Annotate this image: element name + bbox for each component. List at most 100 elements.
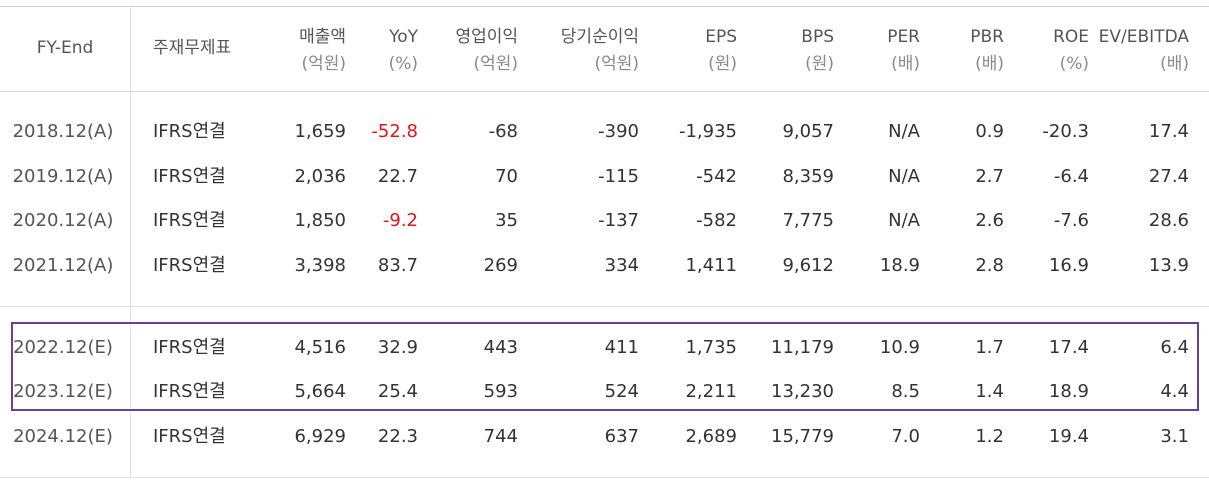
cell-eps: -1,935: [678, 121, 737, 142]
cell-eps: -582: [696, 210, 737, 231]
cell-yoy: 25.4: [377, 381, 418, 402]
header-revenue: 매출액 (억원): [299, 27, 346, 74]
cell-revenue: 3,398: [294, 255, 346, 276]
cell-net-income: 334: [604, 255, 639, 276]
cell-bps: 9,612: [782, 255, 834, 276]
cell-operating-profit: -68: [488, 121, 518, 142]
header-roe: ROE (%): [1053, 27, 1089, 74]
header-fy-end: FY-End: [36, 38, 94, 58]
header-per: PER (배): [887, 27, 920, 74]
cell-pbr: 1.4: [975, 381, 1004, 402]
cell-operating-profit: 269: [483, 255, 518, 276]
cell-bps: 9,057: [782, 121, 834, 142]
cell-pbr: 2.7: [975, 166, 1004, 187]
cell-per: N/A: [888, 210, 920, 231]
header-pbr: PBR (배): [970, 27, 1004, 74]
cell-net-income: 524: [604, 381, 639, 402]
table-row: 2020.12(A) IFRS연결 1,850 -9.2 35 -137 -582 7,775…: [0, 199, 1209, 243]
cell-ev-ebitda: 27.4: [1148, 166, 1189, 187]
cell-roe: -7.6: [1053, 210, 1089, 231]
cell-yoy: -9.2: [382, 210, 418, 231]
cell-pbr: 1.2: [975, 426, 1004, 447]
cell-roe: -20.3: [1042, 121, 1089, 142]
cell-fy-end: 2019.12(A): [12, 166, 114, 187]
cell-roe: -6.4: [1053, 166, 1089, 187]
header-main-statement: 주재무제표: [153, 38, 232, 58]
cell-ev-ebitda: 3.1: [1160, 426, 1189, 447]
cell-eps: 2,211: [685, 381, 737, 402]
cell-fy-end: 2018.12(A): [12, 121, 114, 142]
cell-yoy: 22.7: [377, 166, 418, 187]
cell-main-statement: IFRS연결: [153, 121, 226, 142]
table-row: 2021.12(A) IFRS연결 3,398 83.7 269 334 1,411 9,61…: [0, 244, 1209, 288]
cell-bps: 13,230: [771, 381, 834, 402]
cell-eps: 1,411: [685, 255, 737, 276]
cell-per: 10.9: [879, 337, 920, 358]
cell-net-income: 637: [604, 426, 639, 447]
cell-operating-profit: 744: [483, 426, 518, 447]
highlight-box: [11, 322, 1199, 411]
cell-revenue: 5,664: [294, 381, 346, 402]
cell-fy-end: 2023.12(E): [13, 381, 113, 402]
cell-revenue: 1,850: [294, 210, 346, 231]
table-row: 2022.12(E) IFRS연결 4,516 32.9 443 411 1,735 11,1…: [0, 326, 1209, 370]
cell-per: N/A: [888, 166, 920, 187]
cell-ev-ebitda: 4.4: [1160, 381, 1189, 402]
cell-yoy: 32.9: [377, 337, 418, 358]
cell-yoy: 22.3: [377, 426, 418, 447]
cell-operating-profit: 70: [495, 166, 518, 187]
header-ev-ebitda: EV/EBITDA (배): [1098, 27, 1189, 74]
cell-per: 18.9: [879, 255, 920, 276]
cell-pbr: 1.7: [975, 337, 1004, 358]
cell-net-income: 411: [604, 337, 639, 358]
cell-operating-profit: 35: [495, 210, 518, 231]
cell-roe: 19.4: [1048, 426, 1089, 447]
header-eps: EPS (원): [705, 27, 737, 74]
cell-roe: 16.9: [1048, 255, 1089, 276]
cell-fy-end: 2021.12(A): [12, 255, 114, 276]
cell-main-statement: IFRS연결: [153, 255, 226, 276]
cell-ev-ebitda: 6.4: [1160, 337, 1189, 358]
cell-pbr: 2.6: [975, 210, 1004, 231]
cell-bps: 15,779: [771, 426, 834, 447]
header-bottom-border: [0, 91, 1209, 92]
cell-roe: 18.9: [1048, 381, 1089, 402]
cell-eps: 1,735: [685, 337, 737, 358]
column-divider: [130, 7, 131, 477]
header-yoy: YoY (%): [388, 27, 418, 74]
cell-bps: 8,359: [782, 166, 834, 187]
cell-revenue: 4,516: [294, 337, 346, 358]
actual-estimate-separator: [0, 306, 1209, 307]
cell-revenue: 6,929: [294, 426, 346, 447]
header-net-income: 당기순이익 (억원): [560, 27, 639, 74]
cell-main-statement: IFRS연결: [153, 426, 226, 447]
cell-fy-end: 2024.12(E): [13, 426, 113, 447]
cell-net-income: -390: [598, 121, 639, 142]
header-operating-profit: 영업이익 (억원): [455, 27, 518, 74]
table-header: FY-End 주재무제표 매출액 (억원) YoY (%) 영업이익 (억원) 당기순…: [0, 7, 1209, 91]
cell-roe: 17.4: [1048, 337, 1089, 358]
cell-main-statement: IFRS연결: [153, 337, 226, 358]
table-row: 2019.12(A) IFRS연결 2,036 22.7 70 -115 -542 8,359…: [0, 155, 1209, 199]
cell-ev-ebitda: 17.4: [1148, 121, 1189, 142]
cell-bps: 7,775: [782, 210, 834, 231]
cell-operating-profit: 443: [483, 337, 518, 358]
header-bps: BPS (원): [801, 27, 834, 74]
table-row: 2018.12(A) IFRS연결 1,659 -52.8 -68 -390 -1,935 9…: [0, 110, 1209, 154]
table-row: 2024.12(E) IFRS연결 6,929 22.3 744 637 2,689 15,7…: [0, 415, 1209, 459]
cell-revenue: 2,036: [294, 166, 346, 187]
cell-ev-ebitda: 28.6: [1148, 210, 1189, 231]
cell-eps: 2,689: [685, 426, 737, 447]
table-row: 2023.12(E) IFRS연결 5,664 25.4 593 524 2,211 13,2…: [0, 370, 1209, 414]
cell-per: 7.0: [891, 426, 920, 447]
cell-yoy: -52.8: [371, 121, 418, 142]
cell-operating-profit: 593: [483, 381, 518, 402]
cell-yoy: 83.7: [377, 255, 418, 276]
cell-ev-ebitda: 13.9: [1148, 255, 1189, 276]
cell-pbr: 0.9: [975, 121, 1004, 142]
cell-main-statement: IFRS연결: [153, 381, 226, 402]
cell-bps: 11,179: [771, 337, 834, 358]
cell-net-income: -137: [598, 210, 639, 231]
cell-per: 8.5: [891, 381, 920, 402]
cell-fy-end: 2020.12(A): [12, 210, 114, 231]
